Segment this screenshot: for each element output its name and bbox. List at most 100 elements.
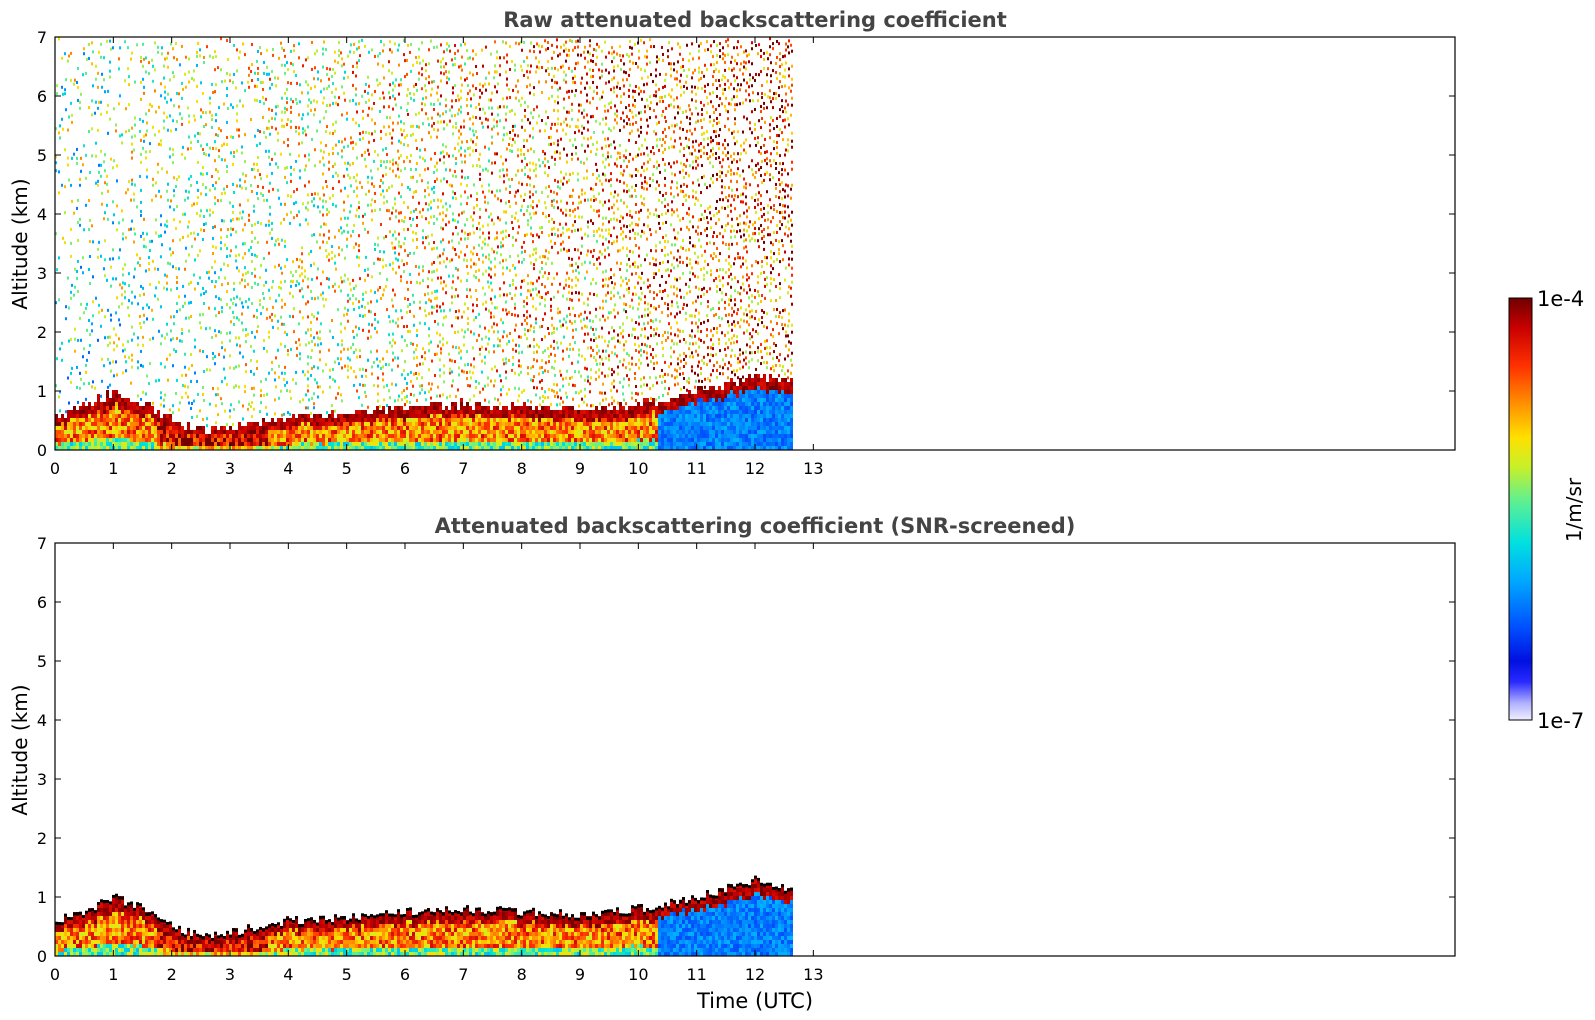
heat-cell [434,319,436,323]
heat-cell [335,101,337,105]
heat-cell [475,263,477,267]
heat-cell [491,247,493,251]
heat-cell [215,119,217,123]
heat-cell [356,110,358,114]
heat-cell [199,214,201,218]
heat-cell [331,414,334,418]
heat-cell [352,418,355,422]
heat-cell [443,316,445,320]
heat-cell [338,253,340,257]
heat-cell [406,399,408,403]
heat-cell [500,318,502,322]
heat-cell [463,414,466,418]
heat-cell [409,216,411,220]
heat-cell [386,308,388,312]
heat-cell [260,401,262,405]
heat-cell [421,41,423,45]
heat-cell [217,438,220,442]
heat-cell [463,258,465,262]
heat-cell [424,410,427,414]
heat-cell [167,65,169,69]
heat-cell [415,446,418,450]
heat-cell [155,110,157,114]
heat-cell [415,207,417,211]
heat-cell [440,351,442,355]
heat-cell [460,402,463,406]
heat-cell [439,102,441,106]
heat-cell [199,321,201,325]
heat-cell [451,239,453,243]
heat-cell [248,85,250,89]
heat-cell [194,345,196,349]
heat-cell [142,438,145,442]
heat-cell [353,307,355,311]
heat-cell [73,438,76,442]
heat-cell [388,410,391,414]
heat-cell [398,394,400,398]
heat-cell [112,221,114,225]
heat-cell [439,414,442,418]
heat-cell [358,300,360,304]
heat-cell [115,434,118,438]
heat-cell [533,351,535,355]
heat-cell [394,341,396,345]
heat-cell [281,371,283,375]
heat-cell [212,386,214,390]
heat-cell [352,422,355,426]
heat-cell [529,134,531,138]
heat-cell [247,80,249,84]
heat-cell [118,305,120,309]
heat-cell [343,62,345,66]
heat-cell [124,348,126,352]
heat-cell [290,179,292,183]
heat-cell [221,380,223,384]
heat-cell [344,256,346,260]
heat-cell [85,406,88,410]
heat-cell [488,400,490,404]
heat-cell [403,143,405,147]
heat-cell [470,104,472,108]
heat-cell [430,387,432,391]
heat-cell [304,426,307,430]
heat-cell [160,214,162,218]
heat-cell [388,105,390,109]
heat-cell [454,418,457,422]
heat-cell [340,289,342,293]
heat-cell [244,223,246,227]
heat-cell [502,308,504,312]
heat-cell [290,210,292,214]
heat-cell [307,414,310,418]
heat-cell [523,59,525,63]
heat-cell [421,67,423,71]
heat-cell [506,173,508,177]
heat-cell [484,355,486,359]
heat-cell [220,434,223,438]
heat-cell [460,182,462,186]
heat-cell [322,156,324,160]
heat-cell [266,392,268,396]
heat-cell [367,434,370,438]
heat-cell [61,85,63,89]
heat-cell [67,430,70,434]
heat-cell [100,254,102,258]
heat-cell [526,438,529,442]
heat-cell [344,364,346,368]
heat-cell [86,328,88,332]
heat-cell [205,327,207,331]
heat-cell [197,392,199,396]
heat-cell [298,154,300,158]
heat-cell [139,414,142,418]
heat-cell [487,426,490,430]
heat-cell [188,367,190,371]
heat-cell [499,426,502,430]
heat-cell [445,430,448,434]
heat-cell [274,76,276,80]
heat-cell [382,418,385,422]
heat-cell [76,206,78,210]
heat-cell [151,446,154,450]
heat-cell [398,265,400,269]
heat-cell [149,338,151,342]
heat-cell [163,111,165,115]
heat-cell [64,211,66,215]
heat-cell [247,438,250,442]
